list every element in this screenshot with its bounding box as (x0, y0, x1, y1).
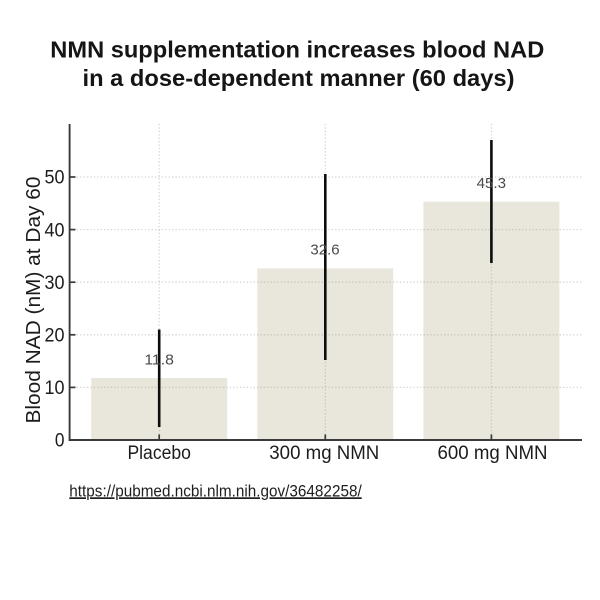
svg-text:20: 20 (45, 326, 65, 347)
svg-text:11.8: 11.8 (144, 351, 174, 368)
svg-text:in a dose-dependent manner (60: in a dose-dependent manner (60 days) (83, 65, 515, 91)
svg-text:50: 50 (45, 168, 65, 189)
svg-text:40: 40 (45, 220, 65, 241)
svg-text:45.3: 45.3 (477, 175, 506, 192)
svg-text:600 mg NMN: 600 mg NMN (438, 443, 548, 464)
svg-text:30: 30 (45, 273, 65, 294)
svg-text:10: 10 (45, 378, 65, 399)
svg-text:Placebo: Placebo (127, 443, 191, 464)
svg-text:Blood NAD (nM) at Day 60: Blood NAD (nM) at Day 60 (23, 177, 45, 424)
svg-text:0: 0 (55, 431, 65, 452)
svg-text:32.6: 32.6 (310, 242, 339, 259)
svg-text:https://pubmed.ncbi.nlm.nih.go: https://pubmed.ncbi.nlm.nih.gov/36482258… (69, 481, 362, 500)
svg-text:300 mg NMN: 300 mg NMN (269, 443, 379, 464)
svg-text:NMN supplementation increases: NMN supplementation increases blood NAD (50, 37, 544, 63)
